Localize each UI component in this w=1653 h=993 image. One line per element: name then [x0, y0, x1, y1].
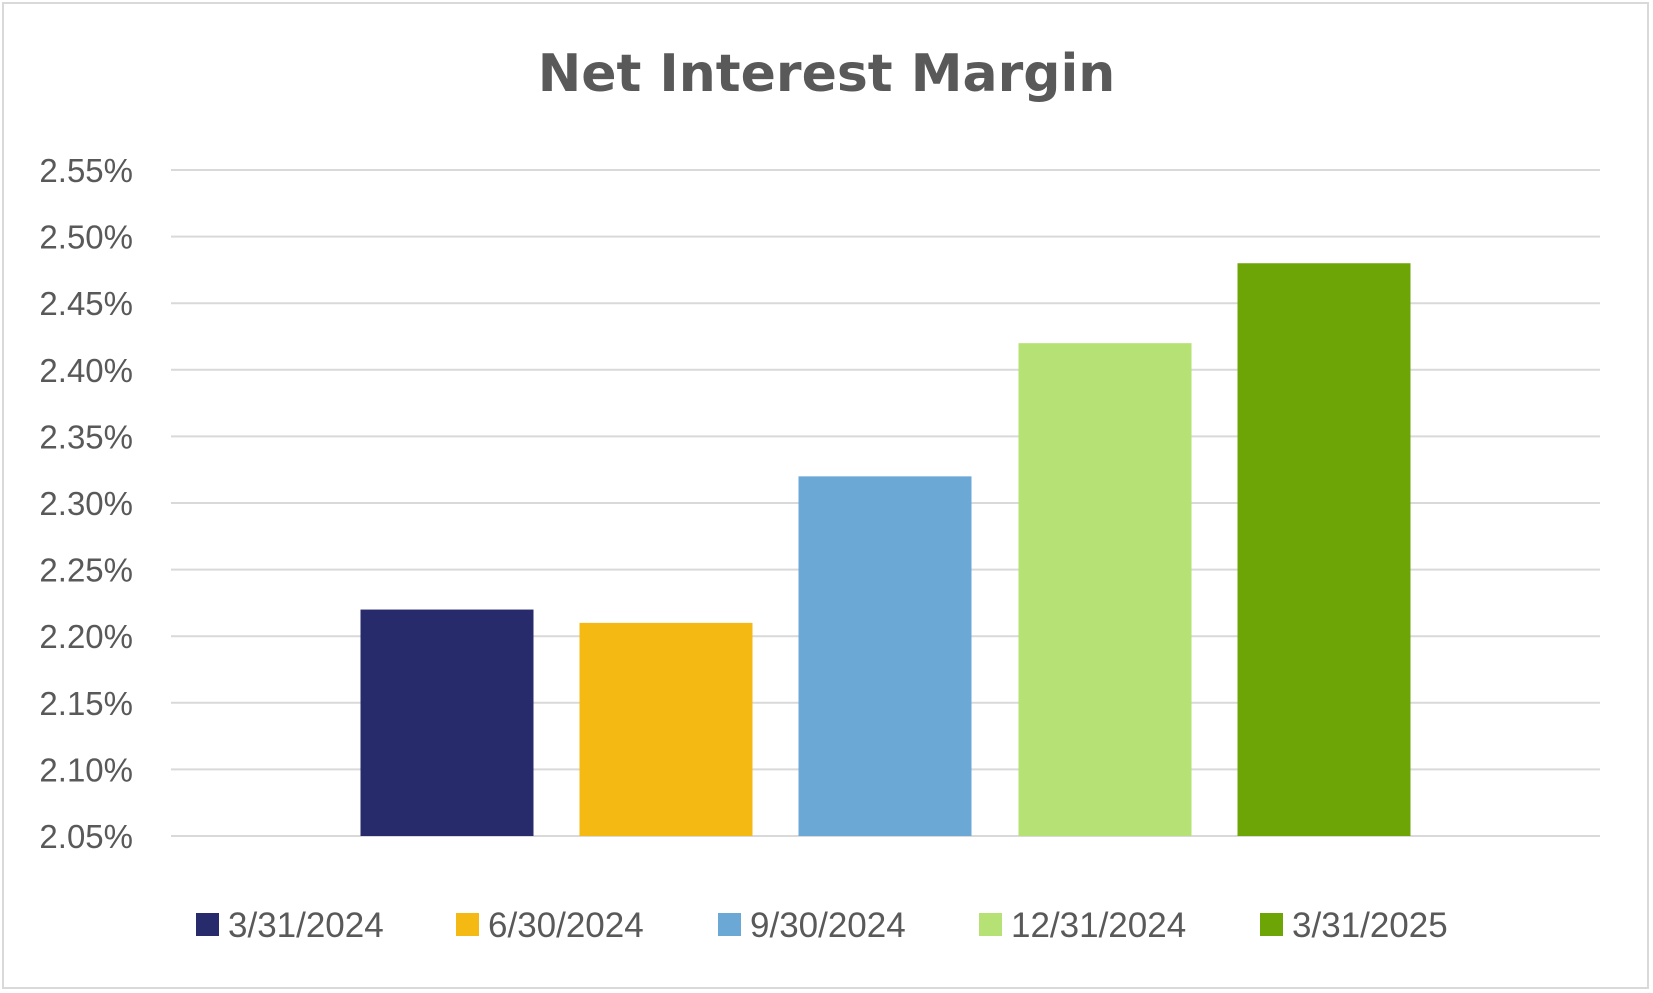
chart-title: Net Interest Margin: [537, 44, 1116, 104]
legend-label: 3/31/2025: [1292, 906, 1448, 945]
legend-label: 6/30/2024: [488, 906, 644, 945]
y-tick-label: 2.35%: [39, 418, 133, 455]
y-tick-label: 2.30%: [39, 485, 133, 522]
y-tick-label: 2.10%: [39, 751, 133, 788]
y-tick-label: 2.45%: [39, 285, 133, 322]
legend: 3/31/2024 6/30/2024 9/30/2024 12/31/2024 3/3…: [196, 906, 1448, 945]
y-tick-label: 2.15%: [39, 685, 133, 722]
legend-swatch: [1260, 913, 1283, 936]
y-axis-tick-labels: 2.05% 2.10% 2.15% 2.20% 2.25% 2.30% 2.35% 2.40%…: [39, 152, 133, 855]
legend-swatch: [196, 913, 219, 936]
bar-3-31-2025: [1237, 263, 1411, 836]
legend-swatch: [979, 913, 1002, 936]
legend-label: 9/30/2024: [750, 906, 906, 945]
y-tick-label: 2.40%: [39, 352, 133, 389]
y-tick-label: 2.25%: [39, 552, 133, 589]
bars: [360, 263, 1411, 836]
bar-12-31-2024: [1018, 343, 1192, 836]
legend-label: 3/31/2024: [228, 906, 384, 945]
y-tick-label: 2.50%: [39, 219, 133, 256]
legend-label: 12/31/2024: [1011, 906, 1186, 945]
bar-3-31-2024: [360, 609, 534, 836]
legend-swatch: [718, 913, 741, 936]
legend-swatch: [456, 913, 479, 936]
bar-6-30-2024: [579, 622, 753, 836]
y-tick-label: 2.05%: [39, 818, 133, 855]
bar-9-30-2024: [798, 476, 972, 836]
y-tick-label: 2.20%: [39, 618, 133, 655]
y-tick-label: 2.55%: [39, 152, 133, 189]
